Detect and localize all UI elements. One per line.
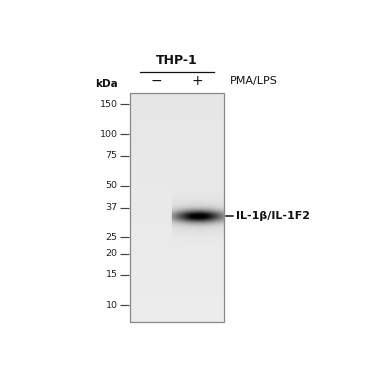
Text: 10: 10 — [105, 300, 117, 309]
Text: 50: 50 — [105, 181, 117, 190]
Text: kDa: kDa — [95, 79, 117, 89]
Text: 15: 15 — [105, 270, 117, 279]
Text: 25: 25 — [105, 232, 117, 242]
Bar — [130, 93, 224, 322]
Text: THP-1: THP-1 — [156, 54, 198, 68]
Text: −: − — [150, 74, 162, 88]
Text: 20: 20 — [105, 249, 117, 258]
Text: 100: 100 — [99, 130, 117, 139]
Text: 150: 150 — [99, 100, 117, 109]
Text: 75: 75 — [105, 151, 117, 160]
Text: 37: 37 — [105, 204, 117, 213]
Text: IL-1β/IL-1F2: IL-1β/IL-1F2 — [236, 211, 310, 222]
Text: PMA/LPS: PMA/LPS — [230, 76, 277, 86]
Text: +: + — [192, 74, 204, 88]
